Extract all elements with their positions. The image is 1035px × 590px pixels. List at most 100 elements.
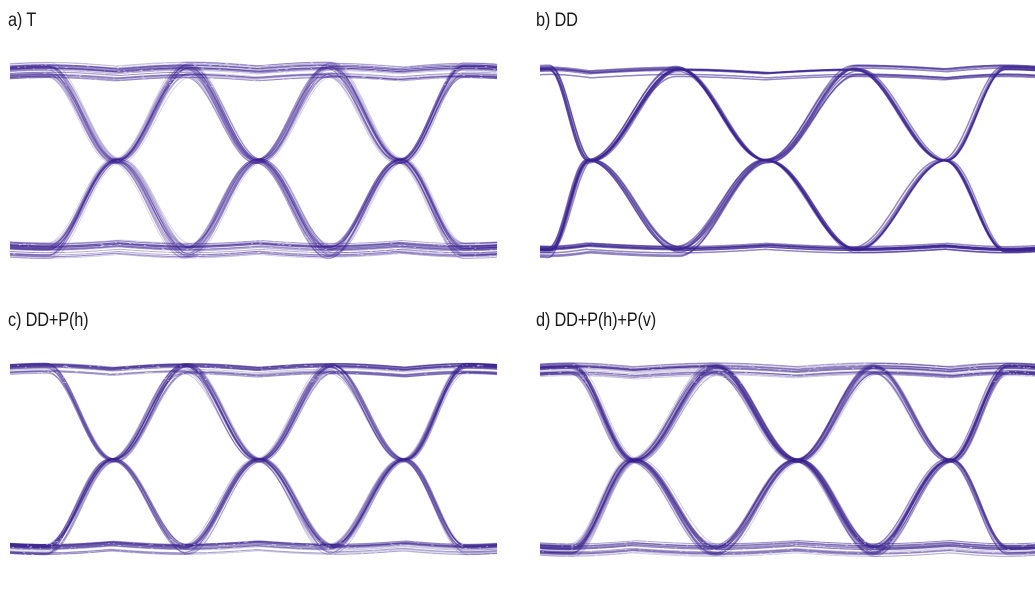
signal-trace xyxy=(540,365,1035,548)
signal-trace xyxy=(540,367,1035,550)
signal-trace xyxy=(540,373,1035,556)
signal-trace xyxy=(10,76,497,259)
signal-trace xyxy=(540,541,1035,546)
signal-trace xyxy=(10,65,497,248)
signal-trace xyxy=(10,75,497,80)
signal-trace xyxy=(10,76,497,81)
signal-trace xyxy=(10,368,497,551)
signal-trace xyxy=(540,362,1035,545)
signal-trace xyxy=(540,365,1035,548)
signal-trace xyxy=(10,364,497,546)
signal-trace xyxy=(10,62,497,245)
signal-trace xyxy=(540,371,1035,554)
signal-trace xyxy=(10,365,497,548)
signal-trace xyxy=(540,372,1035,555)
signal-trace xyxy=(540,367,1035,549)
signal-trace xyxy=(10,69,497,252)
signal-trace xyxy=(10,66,497,249)
signal-trace xyxy=(10,367,497,550)
signal-trace xyxy=(10,65,497,248)
signal-trace xyxy=(540,373,1035,556)
signal-trace xyxy=(10,245,497,250)
signal-trace xyxy=(10,64,497,247)
signal-trace xyxy=(10,362,497,545)
signal-trace xyxy=(540,68,1035,252)
signal-trace xyxy=(10,66,497,249)
signal-trace xyxy=(10,65,497,248)
signal-trace xyxy=(540,366,1035,549)
signal-trace xyxy=(10,65,497,248)
signal-trace xyxy=(10,365,497,548)
signal-trace xyxy=(10,66,497,249)
signal-trace xyxy=(540,363,1035,546)
signal-trace xyxy=(10,61,497,244)
signal-trace xyxy=(10,363,497,545)
signal-trace xyxy=(10,65,497,247)
signal-trace xyxy=(10,363,497,546)
noise-speckle xyxy=(11,62,497,261)
signal-trace xyxy=(10,75,497,257)
signal-trace xyxy=(540,545,1035,550)
signal-trace xyxy=(10,67,497,250)
signal-trace xyxy=(10,372,497,555)
signal-trace xyxy=(10,73,497,256)
signal-trace xyxy=(10,67,497,250)
signal-trace xyxy=(540,370,1035,552)
signal-trace xyxy=(10,245,497,251)
signal-trace xyxy=(10,364,497,369)
signal-trace xyxy=(10,62,497,245)
signal-trace xyxy=(540,362,1035,368)
signal-trace xyxy=(540,367,1035,550)
signal-trace xyxy=(10,363,497,546)
signal-trace xyxy=(540,362,1035,545)
eye-diagram xyxy=(10,348,497,576)
signal-trace xyxy=(540,364,1035,547)
signal-trace xyxy=(10,371,497,554)
signal-trace xyxy=(10,64,497,247)
signal-trace xyxy=(10,62,497,245)
signal-trace xyxy=(540,365,1035,547)
signal-trace xyxy=(540,68,1035,251)
signal-trace xyxy=(540,363,1035,546)
signal-trace xyxy=(540,362,1035,545)
eye-diagram-plot xyxy=(540,362,1035,560)
signal-trace xyxy=(10,363,497,546)
signal-trace xyxy=(10,67,497,72)
signal-trace xyxy=(10,69,497,251)
signal-trace xyxy=(10,63,497,246)
signal-trace xyxy=(10,252,497,258)
signal-trace xyxy=(10,67,497,250)
signal-trace xyxy=(10,66,497,249)
signal-trace xyxy=(540,371,1035,554)
signal-trace xyxy=(540,371,1035,554)
signal-trace xyxy=(540,367,1035,549)
signal-trace xyxy=(10,74,497,257)
signal-trace xyxy=(10,364,497,547)
signal-trace xyxy=(10,365,497,548)
signal-trace xyxy=(540,372,1035,555)
signal-trace xyxy=(10,542,497,547)
signal-trace xyxy=(540,540,1035,545)
signal-trace xyxy=(540,371,1035,554)
signal-trace xyxy=(10,367,497,550)
signal-trace xyxy=(10,71,497,254)
signal-trace xyxy=(10,64,497,247)
signal-trace xyxy=(10,66,497,248)
signal-trace xyxy=(540,68,1035,252)
signal-trace xyxy=(10,373,497,556)
signal-trace xyxy=(10,372,497,555)
signal-trace xyxy=(540,550,1035,555)
signal-trace xyxy=(540,368,1035,551)
signal-trace xyxy=(10,77,497,259)
signal-trace xyxy=(540,365,1035,547)
signal-trace xyxy=(540,67,1035,251)
signal-trace xyxy=(540,372,1035,555)
signal-trace xyxy=(540,362,1035,368)
signal-trace xyxy=(540,369,1035,552)
signal-trace xyxy=(540,67,1035,250)
signal-trace xyxy=(540,364,1035,546)
signal-trace xyxy=(10,68,497,251)
signal-trace xyxy=(540,373,1035,556)
signal-trace xyxy=(10,365,497,548)
signal-trace xyxy=(10,73,497,256)
